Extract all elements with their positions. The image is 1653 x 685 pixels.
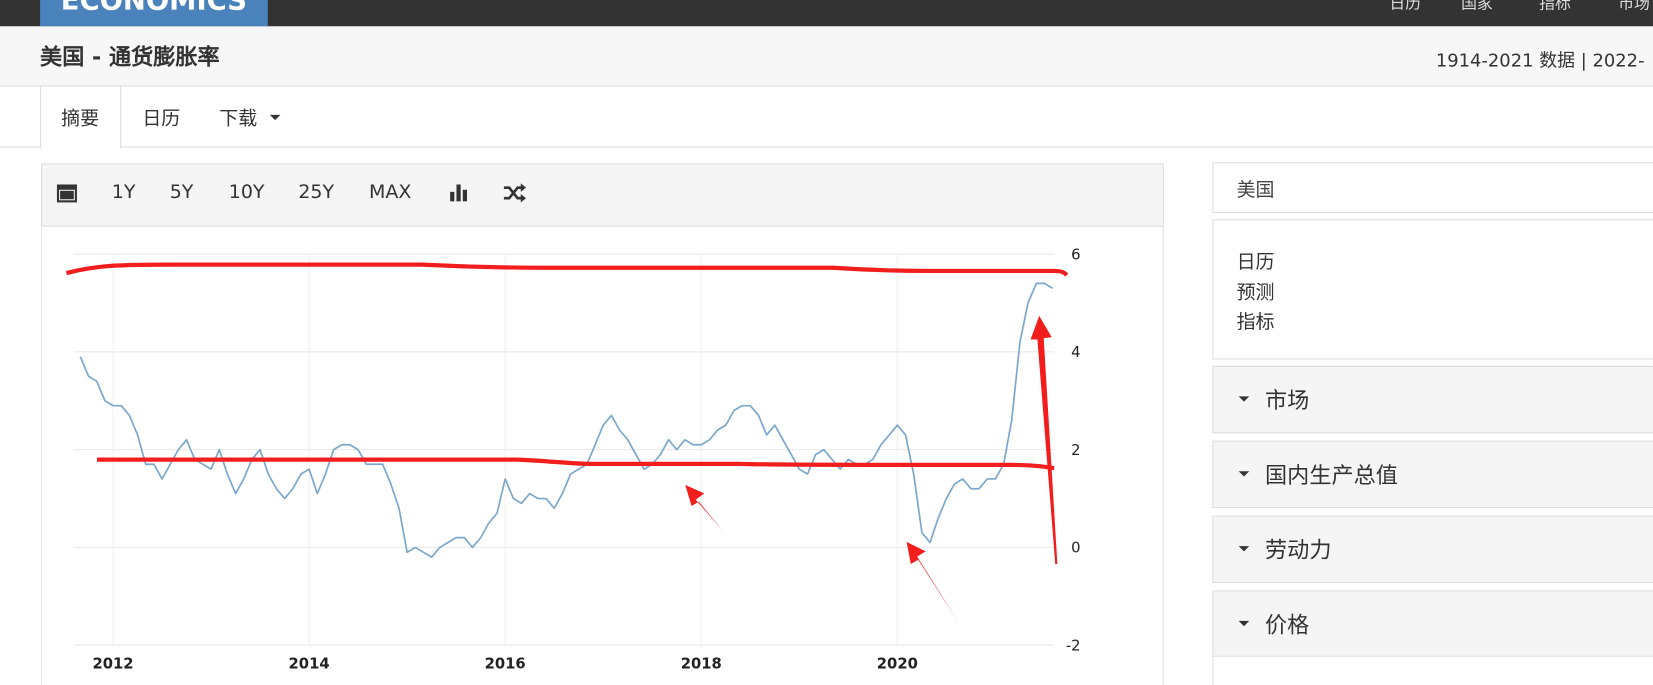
section-header[interactable]	[1212, 590, 1653, 658]
caret	[1238, 471, 1250, 477]
y-tick-label: 4	[1071, 344, 1080, 361]
sidebar-link[interactable]: 日历	[1236, 250, 1275, 274]
range-button[interactable]: 1Y	[111, 181, 136, 204]
tab-line	[0, 146, 1653, 148]
x-tick-label: 2016	[485, 655, 526, 672]
range-button[interactable]: 10Y	[228, 181, 265, 204]
hand-drawn-line	[96, 457, 1055, 471]
x-tick-label: 2014	[289, 655, 330, 672]
data-line	[79, 282, 1054, 558]
sidebar-link[interactable]: 预测	[1236, 281, 1275, 304]
hand-drawn-line	[65, 262, 1069, 277]
section-header[interactable]	[1212, 440, 1653, 509]
header	[0, 26, 1653, 87]
sidebar-link[interactable]: 指标	[1236, 310, 1275, 334]
y-tick-label: 0	[1071, 540, 1080, 557]
section-header[interactable]	[1212, 515, 1653, 583]
toolbar	[41, 163, 1164, 227]
active-tab	[40, 85, 122, 149]
x-tick-label: 2012	[92, 655, 133, 672]
dropdown-caret	[269, 114, 281, 121]
data-range: 1914-2021 数据 | 2022-	[1435, 50, 1645, 72]
top-bar	[0, 0, 1653, 27]
arrow	[1030, 315, 1058, 565]
caret	[1238, 396, 1250, 402]
sidebar-links-box	[1212, 219, 1653, 360]
section-body	[1212, 655, 1653, 685]
section-title[interactable]: 劳动力	[1265, 537, 1332, 563]
y-tick-label: -2	[1066, 637, 1081, 654]
calendar-icon[interactable]	[55, 181, 80, 204]
section-header[interactable]	[1212, 365, 1653, 434]
chart: -2 0 2 4 6 2012 2014 2016 2018 2020	[73, 246, 1081, 672]
chart-box	[41, 224, 1164, 685]
annotations	[65, 262, 1069, 622]
caret	[1238, 620, 1250, 627]
bar-chart-icon[interactable]	[448, 181, 471, 204]
sidebar-country-box	[1212, 162, 1653, 213]
caret	[1238, 546, 1250, 552]
y-tick-label: 2	[1071, 442, 1080, 459]
shuffle-icon[interactable]	[502, 181, 527, 204]
range-button[interactable]: 25Y	[298, 181, 335, 204]
x-tick-label: 2020	[877, 655, 918, 672]
nav-link[interactable]: 指标	[1539, 0, 1571, 13]
section-title[interactable]: 市场	[1265, 387, 1310, 414]
section-title[interactable]: 价格	[1265, 612, 1310, 638]
arrow	[685, 484, 724, 532]
section-title[interactable]: 国内生产总值	[1265, 462, 1398, 489]
tab[interactable]: 摘要	[61, 107, 100, 130]
y-tick-label: 6	[1071, 246, 1080, 263]
tab[interactable]: 下载	[219, 107, 258, 130]
sidebar-country: 美国	[1236, 179, 1275, 202]
tab[interactable]: 日历	[142, 107, 181, 130]
nav-link[interactable]: 市场	[1618, 0, 1650, 13]
range-button[interactable]: MAX	[368, 181, 412, 204]
arrow	[906, 541, 959, 622]
nav-link[interactable]: 日历	[1389, 0, 1422, 13]
logo[interactable]: ECONOMICS	[40, 0, 268, 27]
x-tick-label: 2018	[681, 655, 722, 672]
nav-link[interactable]: 国家	[1461, 0, 1493, 13]
range-button[interactable]: 5Y	[169, 181, 194, 204]
page-title: 美国 - 通货膨胀率	[40, 44, 220, 70]
